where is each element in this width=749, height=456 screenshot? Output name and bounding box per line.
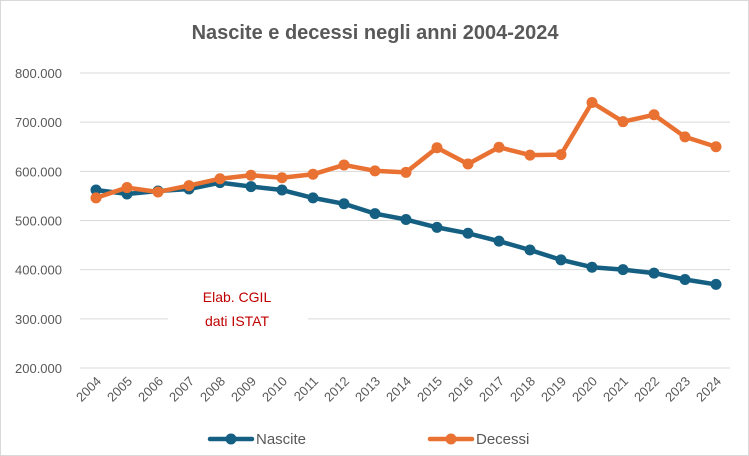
legend-marker-nascite <box>225 433 237 445</box>
x-tick-label: 2024 <box>693 374 724 405</box>
data-point-decessi <box>462 158 474 170</box>
data-point-decessi <box>648 109 660 121</box>
data-point-nascite <box>276 184 288 196</box>
data-point-decessi <box>90 192 102 204</box>
x-axis-ticks: 2004 2005 2006 2007 2008 2009 2010 2011 2012 2013… <box>73 374 724 405</box>
y-tick-label: 400.000 <box>15 263 62 278</box>
data-point-decessi <box>121 182 133 194</box>
annotation-background <box>168 283 308 335</box>
y-tick-label: 200.000 <box>15 361 62 376</box>
x-tick-label: 2019 <box>538 374 569 405</box>
data-point-decessi <box>276 172 288 184</box>
x-tick-label: 2006 <box>135 374 166 405</box>
x-tick-label: 2018 <box>507 374 538 405</box>
data-point-nascite <box>90 184 102 196</box>
x-tick-label: 2021 <box>600 374 631 405</box>
data-point-decessi <box>679 131 691 143</box>
data-point-nascite <box>307 192 319 204</box>
data-point-decessi <box>710 141 722 153</box>
x-tick-label: 2022 <box>631 374 662 405</box>
annotation-line: Elab. CGIL <box>203 289 272 305</box>
data-point-nascite <box>369 208 381 220</box>
chart-title: Nascite e decessi negli anni 2004-2024 <box>192 22 560 44</box>
y-tick-label: 300.000 <box>15 312 62 327</box>
data-point-decessi <box>493 141 505 153</box>
annotation: Elab. CGIL dati ISTAT <box>168 283 308 335</box>
x-tick-label: 2013 <box>352 374 383 405</box>
data-point-decessi <box>338 159 350 171</box>
legend-label-nascite: Nascite <box>256 431 306 448</box>
data-point-decessi <box>369 165 381 177</box>
data-point-nascite <box>245 181 257 193</box>
data-point-decessi <box>307 168 319 180</box>
data-point-decessi <box>183 180 195 192</box>
data-point-nascite <box>555 254 567 266</box>
y-tick-label: 800.000 <box>15 66 62 81</box>
y-tick-label: 700.000 <box>15 115 62 130</box>
data-point-decessi <box>524 149 536 161</box>
data-point-decessi <box>152 186 164 198</box>
legend-marker-decessi <box>445 433 457 445</box>
x-tick-label: 2004 <box>73 374 104 405</box>
x-tick-label: 2010 <box>259 374 290 405</box>
x-tick-label: 2009 <box>228 374 259 405</box>
data-point-nascite <box>400 214 412 226</box>
data-point-nascite <box>431 221 443 233</box>
x-tick-label: 2016 <box>445 374 476 405</box>
data-point-nascite <box>493 235 505 247</box>
annotation-line: dati ISTAT <box>205 313 270 329</box>
x-tick-label: 2005 <box>104 374 135 405</box>
x-tick-label: 2011 <box>291 374 321 404</box>
data-point-decessi <box>555 149 567 161</box>
x-tick-label: 2014 <box>383 374 414 405</box>
legend-label-decessi: Decessi <box>476 431 529 448</box>
data-point-decessi <box>431 142 443 154</box>
data-point-decessi <box>214 173 226 185</box>
data-point-decessi <box>617 116 629 128</box>
legend: Nascite Decessi <box>207 431 529 448</box>
y-tick-label: 500.000 <box>15 214 62 229</box>
y-axis-ticks: 200.000 300.000 400.000 500.000 600.000 700.0… <box>15 66 62 376</box>
x-tick-label: 2020 <box>569 374 600 405</box>
x-tick-label: 2007 <box>166 374 197 405</box>
data-point-nascite <box>648 267 660 279</box>
data-point-nascite <box>679 274 691 285</box>
x-tick-label: 2015 <box>414 374 445 405</box>
x-tick-label: 2023 <box>662 374 693 405</box>
data-point-decessi <box>400 166 412 178</box>
data-point-decessi <box>586 97 598 108</box>
data-point-nascite <box>710 278 722 290</box>
x-tick-label: 2017 <box>476 374 507 405</box>
x-tick-label: 2008 <box>197 374 228 405</box>
data-point-nascite <box>617 264 629 276</box>
x-tick-label: 2012 <box>321 374 352 405</box>
data-point-nascite <box>586 261 598 273</box>
data-point-decessi <box>245 169 257 181</box>
series-layer <box>90 97 722 290</box>
y-tick-label: 600.000 <box>15 164 62 179</box>
data-point-nascite <box>524 244 536 256</box>
data-point-nascite <box>338 198 350 210</box>
data-point-nascite <box>462 227 474 239</box>
